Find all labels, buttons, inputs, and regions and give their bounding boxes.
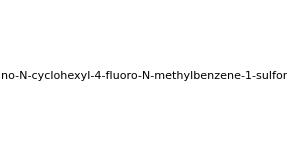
Text: 2-amino-N-cyclohexyl-4-fluoro-N-methylbenzene-1-sulfonamide: 2-amino-N-cyclohexyl-4-fluoro-N-methylbe… (0, 71, 287, 81)
